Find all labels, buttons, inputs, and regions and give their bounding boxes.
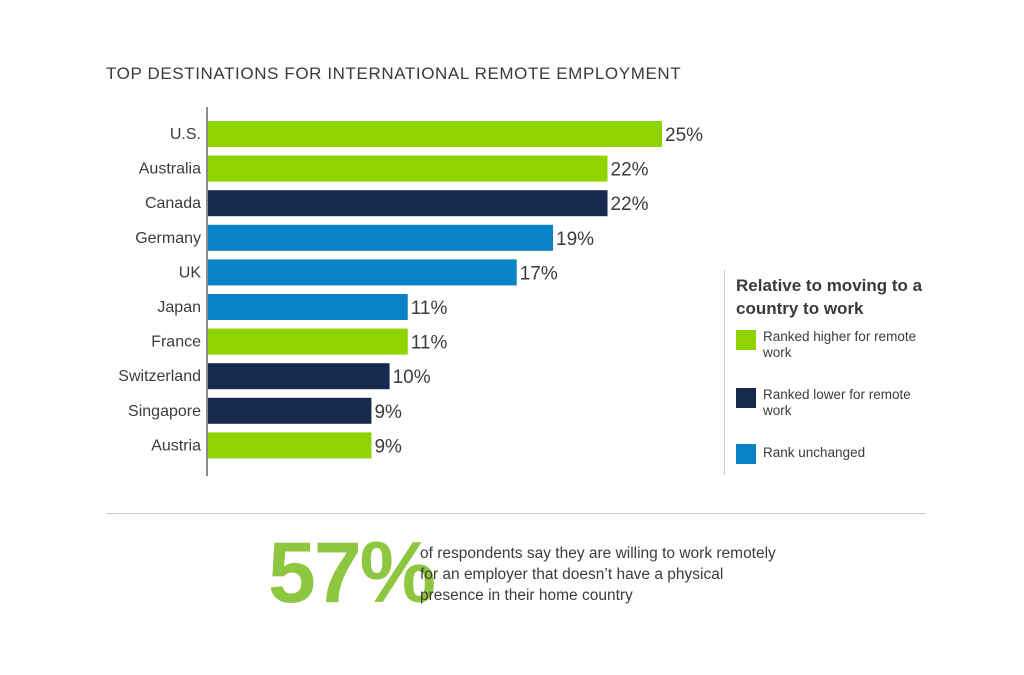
value-label-u-s: 25% — [665, 125, 703, 146]
category-label-uk: UK — [179, 264, 202, 281]
bar-austria — [208, 432, 372, 459]
bar-japan — [208, 294, 408, 320]
category-label-japan: Japan — [157, 299, 201, 316]
divider — [106, 513, 926, 514]
value-label-switzerland: 10% — [393, 367, 431, 388]
legend-title: Relative to moving to a country to work — [736, 276, 923, 318]
legend-swatch-lower — [736, 388, 756, 408]
legend-label-lower: Ranked lower for remote work — [763, 387, 911, 418]
category-label-u-s: U.S. — [170, 126, 201, 143]
bar-singapore — [208, 397, 372, 424]
value-label-canada: 22% — [611, 194, 649, 215]
legend-swatch-unchanged — [736, 444, 756, 464]
value-label-singapore: 9% — [374, 402, 402, 423]
bar-australia — [208, 155, 608, 182]
value-label-germany: 19% — [556, 229, 594, 250]
bar-switzerland — [208, 363, 390, 390]
stat-description: of respondents say they are willing to w… — [420, 545, 776, 604]
chart-title: TOP DESTINATIONS FOR INTERNATIONAL REMOT… — [106, 64, 682, 83]
bar-germany — [208, 224, 554, 251]
legend: Relative to moving to a country to work … — [724, 270, 955, 475]
category-label-singapore: Singapore — [128, 403, 201, 420]
bar-u-s — [208, 121, 662, 147]
legend-label-unchanged: Rank unchanged — [763, 445, 866, 460]
value-label-france: 11% — [411, 333, 448, 354]
value-label-uk: 17% — [520, 263, 558, 284]
value-label-japan: 11% — [411, 298, 448, 319]
category-label-switzerland: Switzerland — [118, 368, 201, 385]
value-label-australia: 22% — [611, 160, 649, 181]
stat-value: 57% — [268, 525, 436, 621]
legend-swatch-higher — [736, 330, 756, 350]
bar-uk — [208, 259, 517, 286]
category-label-germany: Germany — [135, 230, 201, 247]
category-label-canada: Canada — [145, 195, 201, 212]
bar-canada — [208, 190, 608, 217]
legend-label-higher: Ranked higher for remote work — [763, 329, 917, 360]
bar-france — [208, 328, 408, 355]
category-label-france: France — [151, 334, 201, 351]
value-label-austria: 9% — [374, 436, 402, 457]
category-label-austria: Austria — [151, 437, 201, 454]
category-label-australia: Australia — [139, 161, 201, 178]
